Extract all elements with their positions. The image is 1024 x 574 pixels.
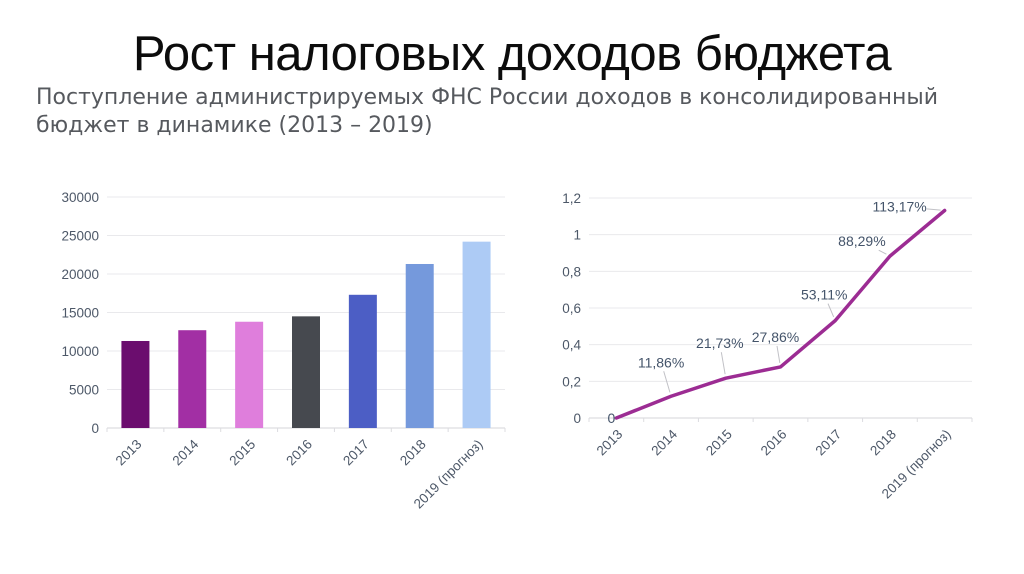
data-label-leader-line (720, 352, 726, 375)
data-point-label: 21,73% (696, 335, 743, 351)
bar-chart: 0 5000 10000 15000 20000 25000 30000 2013 2014 20… (61, 190, 506, 511)
y-axis-tick-label: 15000 (61, 306, 99, 321)
bar-2018 (405, 263, 434, 428)
x-axis-category-label: 2015 (226, 437, 258, 469)
x-axis-category-label: 2016 (283, 437, 315, 469)
slide-subtitle: Поступление администрируемых ФНС России … (36, 85, 939, 138)
growth-series-line (614, 208, 947, 420)
bar-2019 (прогноз) (462, 241, 491, 428)
x-axis-category-label: 2018 (867, 427, 899, 459)
x-axis-category-label: 2017 (340, 437, 372, 469)
data-label-leader-line (776, 345, 781, 364)
y-axis-tick-label: 5000 (69, 383, 99, 398)
x-axis-category-label: 2013 (594, 427, 626, 459)
y-axis-tick-label: 1 (573, 228, 581, 243)
x-axis-category-label: 2016 (758, 427, 790, 459)
data-point-label: 88,29% (838, 233, 885, 249)
y-axis-tick-label: 1,2 (562, 191, 581, 206)
y-axis-tick-label: 20000 (61, 267, 99, 282)
x-axis-category-label: 2014 (648, 426, 680, 458)
data-label-leader-line (926, 208, 941, 211)
y-axis-tick-label: 30000 (61, 190, 99, 205)
y-axis-tick-label: 0,6 (562, 301, 581, 316)
x-axis-category-label: 2017 (812, 427, 844, 459)
data-label-leader-line (878, 249, 887, 255)
y-axis-tick-label: 0,2 (562, 374, 581, 389)
y-axis-tick-label: 10000 (61, 344, 99, 359)
data-point-label: 27,86% (752, 329, 799, 345)
data-point-label: 113,17% (873, 199, 927, 215)
x-axis-category-label: 2018 (397, 437, 429, 469)
x-axis-category-label: 2014 (170, 436, 202, 468)
x-axis-category-label: 2013 (113, 437, 145, 469)
bar-2013 (121, 340, 150, 428)
y-axis-tick-label: 0 (91, 421, 99, 436)
bar-2015 (235, 321, 264, 428)
bar-2016 (292, 316, 320, 428)
data-label-leader-line (663, 371, 671, 393)
data-point-label: 11,86% (638, 354, 684, 370)
bar-2017 (348, 294, 377, 428)
y-axis-tick-label: 0,4 (562, 338, 581, 353)
slide-title: Рост налоговых доходов бюджета (132, 27, 892, 81)
data-label-leader-line (827, 303, 835, 318)
y-axis-tick-label: 0 (573, 411, 581, 426)
x-axis-category-label: 2015 (703, 427, 735, 459)
bar-2014 (178, 330, 207, 428)
data-point-label: 0 (607, 410, 615, 426)
data-point-label: 53,11% (801, 287, 847, 303)
y-axis-tick-label: 0,8 (562, 264, 581, 279)
y-axis-tick-label: 25000 (61, 229, 99, 244)
line-chart: 0 0,2 0,4 0,6 0,8 1 1,2 2013 2014 2015 2016 2017 201… (562, 191, 973, 501)
